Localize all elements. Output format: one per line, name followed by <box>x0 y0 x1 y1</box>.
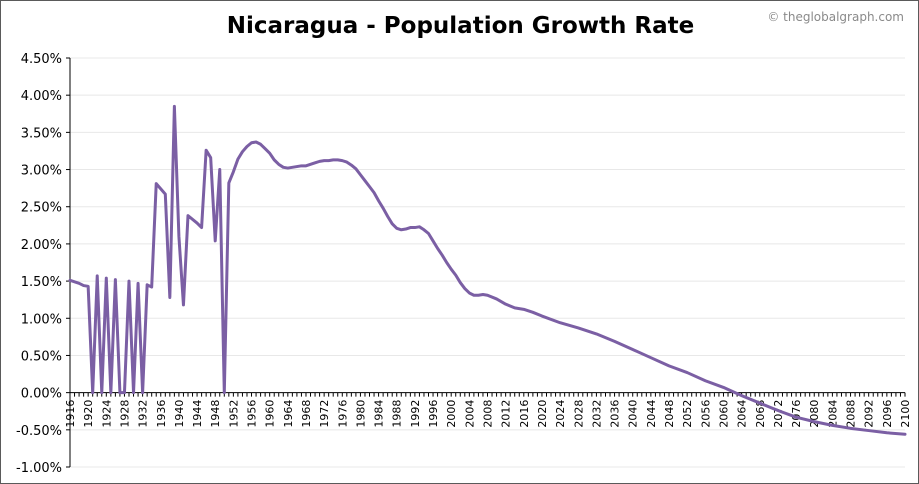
y-tick-label: -0.50% <box>16 424 62 439</box>
x-tick-label: 2016 <box>518 400 531 428</box>
x-tick-label: 2036 <box>609 400 622 428</box>
x-tick-label: 2060 <box>717 400 730 428</box>
y-tick-label: 1.50% <box>21 275 62 290</box>
y-tick-label: 4.00% <box>21 89 62 104</box>
x-tick-label: 2024 <box>554 400 567 428</box>
x-tick-label: 1960 <box>264 400 277 428</box>
x-tick-label: 1940 <box>173 400 186 428</box>
x-tick-label: 1936 <box>155 400 168 428</box>
x-tick-label: 1996 <box>427 400 440 428</box>
watermark: © theglobalgraph.com <box>767 10 904 24</box>
x-tick-label: 1988 <box>391 400 404 428</box>
series-line <box>68 104 907 436</box>
x-tick-label: 2092 <box>863 400 876 428</box>
x-tick-label: 2032 <box>590 400 603 428</box>
y-tick-label: 0.00% <box>21 387 62 402</box>
x-tick-label: 1972 <box>318 400 331 428</box>
x-tick-label: 2004 <box>463 400 476 428</box>
x-tick-label: 2048 <box>663 400 676 428</box>
x-tick-label: 1956 <box>246 400 259 428</box>
x-tick-label: 1932 <box>137 400 150 428</box>
x-tick-label: 1976 <box>336 400 349 428</box>
x-tick-label: 2056 <box>699 400 712 428</box>
y-tick-label: 0.50% <box>21 349 62 364</box>
x-tick-label: 1944 <box>191 400 204 428</box>
x-tick-label: 2044 <box>645 400 658 428</box>
x-tick-label: 2072 <box>772 400 785 428</box>
x-tick-label: 2000 <box>445 400 458 428</box>
y-tick-label: 2.00% <box>21 238 62 253</box>
x-tick-label: 2096 <box>881 400 894 428</box>
x-tick-label: 1920 <box>82 400 95 428</box>
x-tick-label: 2008 <box>482 400 495 428</box>
chart-title: Nicaragua - Population Growth Rate <box>226 13 695 39</box>
x-tick-label: 1964 <box>282 400 295 428</box>
y-tick-label: -1.00% <box>16 461 62 476</box>
x-tick-label: 1916 <box>64 400 77 428</box>
x-tick-label: 2068 <box>754 400 767 428</box>
x-tick-label: 2100 <box>899 400 912 428</box>
x-tick-label: 1992 <box>409 400 422 428</box>
gridlines <box>70 57 905 468</box>
y-tick-label: 4.50% <box>21 52 62 67</box>
axes <box>66 57 906 468</box>
x-tick-label: 2040 <box>627 400 640 428</box>
x-tick-label: 2020 <box>536 400 549 428</box>
x-tick-label: 1928 <box>118 400 131 428</box>
x-tick-label: 1968 <box>300 400 313 428</box>
x-tick-label: 2064 <box>736 400 749 428</box>
x-tick-label: 1980 <box>354 400 367 428</box>
series-layer <box>68 104 907 436</box>
y-tick-label: 3.00% <box>21 164 62 179</box>
x-tick-label: 2028 <box>572 400 585 428</box>
x-tick-label: 1952 <box>227 400 240 428</box>
x-tick-label: 2088 <box>845 400 858 428</box>
x-tick-label: 1924 <box>100 400 113 428</box>
x-tick-label: 2076 <box>790 400 803 428</box>
y-tick-labels: 4.50% 4.00% 3.50% 3.00% 2.50% 2.00% 1.50% 1.00%… <box>16 52 62 476</box>
x-tick-label: 2084 <box>826 400 839 428</box>
x-tick-label: 1984 <box>373 400 386 428</box>
y-tick-label: 3.50% <box>21 126 62 141</box>
x-tick-labels: 1916 1920 1924 1928 1932 1936 1940 1944 1948 1952… <box>64 400 912 428</box>
x-tick-label: 2052 <box>681 400 694 428</box>
x-tick-label: 2012 <box>500 400 513 428</box>
y-tick-label: 2.50% <box>21 201 62 216</box>
y-tick-label: 1.00% <box>21 312 62 327</box>
x-tick-label: 1948 <box>209 400 222 428</box>
